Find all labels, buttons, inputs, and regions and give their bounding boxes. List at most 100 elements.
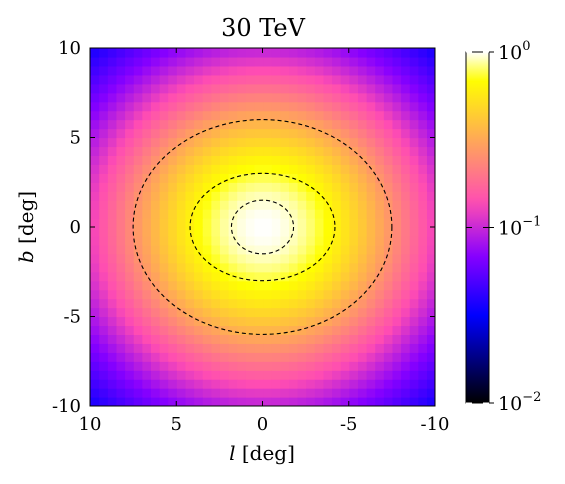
heatmap-cell xyxy=(210,307,220,318)
heatmap-cell xyxy=(115,388,126,398)
heatmap-cell xyxy=(210,334,220,344)
heatmap-cell xyxy=(374,235,384,246)
heatmap-cell xyxy=(245,262,255,273)
heatmap-cell xyxy=(297,128,307,139)
heatmap-cell xyxy=(305,334,315,344)
heatmap-cell xyxy=(193,361,203,371)
heatmap-cell xyxy=(184,235,195,246)
heatmap-cell xyxy=(176,325,186,335)
heatmap-cell xyxy=(383,218,393,228)
heatmap-cell xyxy=(228,137,238,148)
heatmap-cell xyxy=(417,110,427,121)
heatmap-cell xyxy=(374,209,384,219)
heatmap-cell xyxy=(176,298,186,309)
heatmap-cell xyxy=(98,334,108,344)
heatmap-cell xyxy=(391,388,402,398)
heatmap-cell xyxy=(383,325,393,335)
heatmap-cell xyxy=(348,262,358,273)
heatmap-cell xyxy=(340,191,350,201)
heatmap-cell xyxy=(236,397,246,406)
heatmap-cell xyxy=(288,191,298,201)
heatmap-cell xyxy=(417,271,427,282)
heatmap-cell xyxy=(115,119,126,130)
heatmap-cell xyxy=(193,155,203,165)
heatmap-cell xyxy=(409,244,419,255)
heatmap-cell xyxy=(228,334,238,344)
heatmap-cell xyxy=(297,83,307,94)
heatmap-cell xyxy=(374,128,384,139)
heatmap-cell xyxy=(357,209,367,219)
heatmap-cell xyxy=(150,137,160,148)
heatmap-cell xyxy=(400,298,410,309)
heatmap-cell xyxy=(297,334,307,344)
heatmap-cell xyxy=(348,92,358,103)
heatmap-cell xyxy=(279,379,289,389)
heatmap-cell xyxy=(253,74,264,85)
heatmap-cell xyxy=(409,361,419,371)
heatmap-cell xyxy=(167,200,177,210)
heatmap-cell xyxy=(90,92,100,103)
heatmap-cell xyxy=(331,110,341,121)
heatmap-cell xyxy=(90,361,100,371)
heatmap-cell xyxy=(426,74,435,85)
heatmap-cell xyxy=(202,146,212,156)
heatmap-cell xyxy=(245,397,255,406)
heatmap-cell xyxy=(210,352,220,362)
heatmap-cell xyxy=(90,65,100,76)
heatmap-cell xyxy=(262,298,272,309)
heatmap-cell xyxy=(133,235,143,246)
heatmap-cell xyxy=(391,164,402,174)
heatmap-cell xyxy=(348,316,358,327)
heatmap-cell xyxy=(348,48,358,58)
heatmap-cell xyxy=(202,280,212,291)
heatmap-cell xyxy=(159,101,169,112)
heatmap-cell xyxy=(426,83,435,94)
heatmap-cell xyxy=(107,316,117,327)
heatmap-cell xyxy=(340,397,350,406)
heatmap-cell xyxy=(297,164,307,174)
heatmap-cell xyxy=(409,101,419,112)
heatmap-cell xyxy=(107,388,117,398)
x-axis: 10 5 0 -5 -10 xyxy=(79,48,450,435)
heatmap-cell xyxy=(391,173,402,183)
heatmap-cell xyxy=(133,65,143,76)
heatmap-cell xyxy=(271,379,281,389)
heatmap-cell xyxy=(426,343,435,353)
heatmap-cell xyxy=(340,48,350,58)
heatmap-cell xyxy=(107,56,117,67)
heatmap-cell xyxy=(409,370,419,380)
heatmap-cell xyxy=(98,235,108,246)
heatmap-cell xyxy=(331,316,341,327)
heatmap-cell xyxy=(236,155,246,165)
heatmap-cell xyxy=(340,289,350,300)
heatmap-cell xyxy=(245,280,255,291)
heatmap-cell xyxy=(391,83,402,94)
heatmap-cell xyxy=(305,146,315,156)
heatmap-cell xyxy=(115,48,126,58)
heatmap-cell xyxy=(167,289,177,300)
heatmap-cell xyxy=(314,110,324,121)
heatmap-cell xyxy=(262,253,272,264)
heatmap-cell xyxy=(331,379,341,389)
heatmap-cell xyxy=(417,298,427,309)
heatmap-cell xyxy=(374,280,384,291)
heatmap-cell xyxy=(348,164,358,174)
heatmap-cell xyxy=(253,289,264,300)
heatmap-cell xyxy=(391,110,402,121)
heatmap-cell xyxy=(219,244,229,255)
heatmap-cell xyxy=(124,262,134,273)
heatmap-cell xyxy=(391,307,402,318)
heatmap-cell xyxy=(124,200,134,210)
heatmap-cell xyxy=(374,361,384,371)
heatmap-cell xyxy=(167,280,177,291)
heatmap-cell xyxy=(133,119,143,130)
heatmap-cell xyxy=(176,307,186,318)
heatmap-cell xyxy=(115,218,126,228)
heatmap-cell xyxy=(176,388,186,398)
heatmap-cell xyxy=(150,316,160,327)
heatmap-cell xyxy=(366,334,376,344)
heatmap-cell xyxy=(331,48,341,58)
heatmap-cell xyxy=(322,227,333,237)
heatmap-cell xyxy=(150,200,160,210)
heatmap-cell xyxy=(219,262,229,273)
